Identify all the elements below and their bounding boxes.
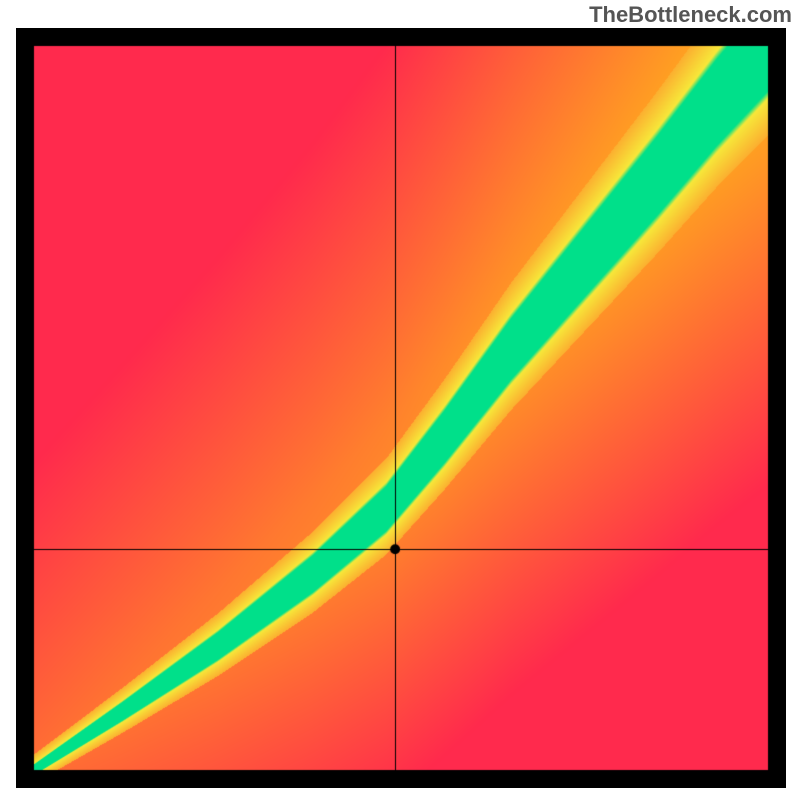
plot-area [16,28,786,788]
heatmap-canvas [16,28,786,788]
attribution-text: TheBottleneck.com [589,0,800,28]
chart-container: TheBottleneck.com [0,0,800,800]
